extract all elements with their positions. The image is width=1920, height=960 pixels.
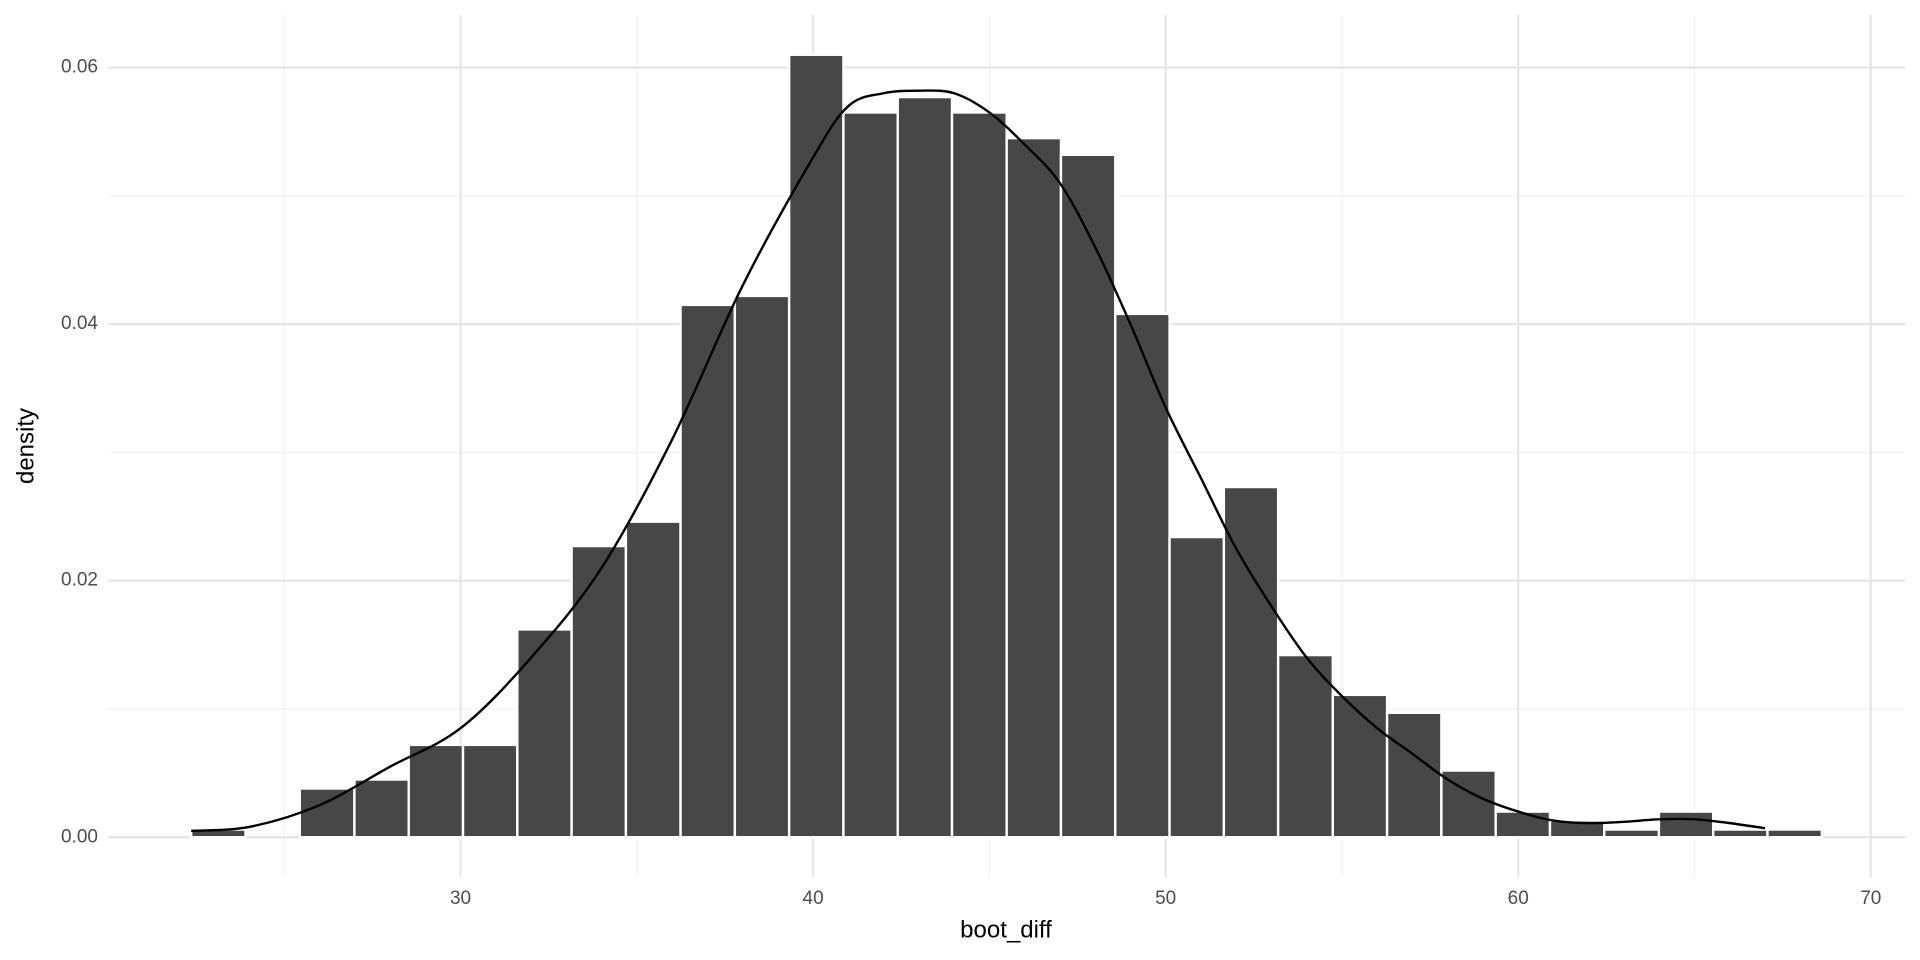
- bar: [950, 111, 1008, 839]
- x-tick-label: 30: [450, 888, 471, 909]
- bar: [624, 520, 682, 839]
- x-axis-title: boot_diff: [960, 916, 1052, 943]
- x-tick-label: 50: [1155, 888, 1176, 909]
- bar: [298, 787, 356, 839]
- density-line: [191, 89, 1766, 833]
- bar: [1059, 153, 1117, 839]
- bar: [570, 544, 628, 839]
- y-tick-label: 0.00: [61, 826, 98, 847]
- bar: [461, 743, 519, 839]
- y-axis-title: density: [12, 408, 39, 484]
- bar: [407, 743, 465, 839]
- bar: [1657, 810, 1715, 839]
- bar: [896, 95, 954, 839]
- bar: [787, 53, 845, 839]
- bar: [1222, 485, 1280, 839]
- bar: [1276, 653, 1334, 839]
- bar: [516, 628, 573, 839]
- y-tick-label: 0.06: [61, 57, 98, 78]
- bar: [1766, 828, 1823, 839]
- bar: [1331, 693, 1389, 839]
- bar: [1114, 312, 1171, 839]
- bar: [353, 778, 410, 839]
- bar: [1385, 711, 1443, 839]
- bar: [733, 294, 791, 839]
- x-tick-label: 60: [1508, 888, 1529, 909]
- x-tick-label: 40: [803, 888, 824, 909]
- bar: [1712, 828, 1769, 839]
- y-tick-label: 0.04: [61, 313, 98, 334]
- marks: [190, 53, 1823, 839]
- bar: [1005, 136, 1063, 839]
- bar: [842, 111, 899, 839]
- y-tick-label: 0.02: [61, 570, 98, 591]
- bar: [1494, 810, 1552, 839]
- bar: [679, 303, 737, 839]
- x-tick-label: 70: [1860, 888, 1881, 909]
- bar: [1168, 535, 1226, 839]
- bar: [1603, 828, 1661, 839]
